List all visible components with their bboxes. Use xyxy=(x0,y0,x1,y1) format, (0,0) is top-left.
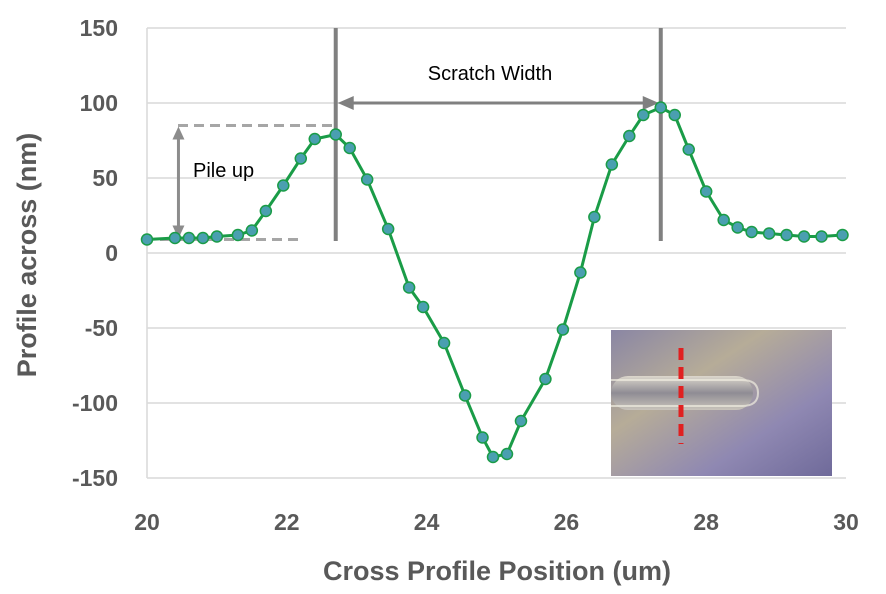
inset-microscope-image xyxy=(611,330,832,476)
data-point xyxy=(329,128,342,141)
data-point xyxy=(416,300,430,314)
data-point xyxy=(182,231,196,245)
data-point xyxy=(556,323,570,336)
data-point xyxy=(500,447,514,461)
x-axis-title: Cross Profile Position (um) xyxy=(323,556,671,586)
y-tick-label: -50 xyxy=(85,315,118,341)
data-point xyxy=(210,230,224,243)
x-tick-labels: 20 22 24 26 28 30 xyxy=(134,509,859,535)
data-point xyxy=(168,231,182,245)
pile-up-label: Pile up xyxy=(193,160,254,182)
data-point xyxy=(815,230,828,243)
data-point xyxy=(699,185,713,198)
data-point xyxy=(140,233,154,246)
y-tick-label: 150 xyxy=(80,15,118,41)
profile-series-markers xyxy=(140,101,849,464)
data-point xyxy=(245,224,259,237)
y-tick-label: -100 xyxy=(72,390,118,416)
data-point xyxy=(231,228,245,242)
pile-up-arrowhead-top xyxy=(172,126,185,140)
x-tick-label: 28 xyxy=(693,509,719,535)
pile-up-annotation: Pile up xyxy=(160,124,336,241)
data-point xyxy=(360,173,374,186)
data-point xyxy=(682,143,695,156)
data-point xyxy=(402,281,416,294)
data-point xyxy=(762,227,776,240)
x-tick-label: 20 xyxy=(134,509,160,535)
data-point xyxy=(588,210,601,224)
data-point xyxy=(836,228,849,242)
data-point xyxy=(731,221,744,234)
x-tick-label: 22 xyxy=(274,509,300,535)
data-point xyxy=(514,414,528,428)
pile-up-arrowhead-bottom xyxy=(172,225,185,239)
y-tick-labels: 150 100 50 0 -50 -100 -150 xyxy=(72,15,118,491)
scratch-width-arrowhead-left xyxy=(337,96,354,110)
data-point xyxy=(668,108,681,122)
data-point xyxy=(623,129,636,143)
data-point xyxy=(780,228,793,242)
data-point xyxy=(605,158,619,171)
scratch-width-label: Scratch Width xyxy=(428,63,552,85)
x-tick-label: 26 xyxy=(554,509,580,535)
data-point xyxy=(486,450,500,464)
data-point xyxy=(574,266,587,279)
scratch-width-arrowhead-right xyxy=(642,96,659,110)
data-point xyxy=(717,213,730,227)
x-tick-label: 30 xyxy=(833,509,859,535)
y-tick-label: 0 xyxy=(105,240,118,266)
gridlines xyxy=(146,27,846,479)
data-point xyxy=(458,389,472,402)
data-point xyxy=(654,101,668,114)
data-point xyxy=(343,141,356,155)
data-point xyxy=(637,108,650,122)
y-tick-label: 100 xyxy=(80,90,118,116)
scratch-width-annotation: Scratch Width xyxy=(333,28,663,241)
data-point xyxy=(277,179,290,192)
y-tick-label: -150 xyxy=(72,465,118,491)
data-point xyxy=(745,225,758,239)
data-point xyxy=(294,152,308,165)
data-point xyxy=(539,372,552,386)
data-point xyxy=(476,431,489,444)
data-point xyxy=(259,204,273,218)
data-point xyxy=(308,132,322,146)
y-axis-title: Profile across (nm) xyxy=(12,133,42,378)
y-tick-label: 50 xyxy=(92,165,118,191)
x-tick-label: 24 xyxy=(414,509,440,535)
data-point xyxy=(437,336,451,350)
data-point xyxy=(797,230,811,243)
data-point xyxy=(196,231,210,245)
data-point xyxy=(381,222,395,236)
